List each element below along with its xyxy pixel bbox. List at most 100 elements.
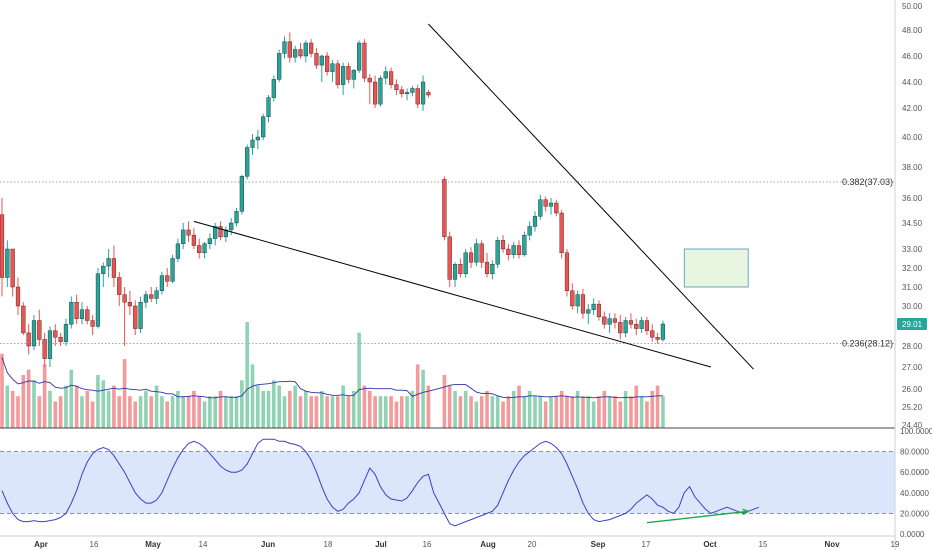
- volume-bar: [272, 380, 276, 428]
- candle: [420, 75, 426, 111]
- candle-body: [58, 337, 63, 342]
- candle: [143, 290, 149, 308]
- volume-bar: [320, 390, 324, 428]
- candle: [554, 199, 559, 217]
- candle: [388, 67, 394, 89]
- candle: [484, 252, 490, 278]
- candle-body: [639, 320, 644, 329]
- volume-bar: [559, 390, 564, 428]
- price-pane[interactable]: 0.382(37.03) 0.236(28.12): [0, 23, 895, 428]
- candle-body: [202, 243, 207, 254]
- candle-body: [250, 139, 255, 148]
- candle: [330, 59, 335, 82]
- candle-body: [495, 240, 500, 265]
- candle: [31, 315, 37, 351]
- candle: [538, 194, 543, 220]
- candle: [255, 129, 260, 149]
- candle-body: [474, 243, 479, 263]
- candle-body: [341, 66, 346, 85]
- candle: [69, 296, 74, 329]
- time-tick-label: 14: [199, 540, 208, 549]
- price-tick-label: 28.00: [902, 342, 923, 351]
- target-box[interactable]: [683, 248, 749, 288]
- candle: [138, 296, 143, 333]
- candle: [175, 238, 180, 263]
- volume-bar: [154, 385, 159, 428]
- trend-arrow[interactable]: [646, 508, 750, 524]
- candle: [527, 221, 532, 241]
- candle: [293, 45, 298, 63]
- candle-body: [239, 176, 244, 212]
- candle-body: [101, 265, 106, 274]
- volume-bar: [522, 396, 527, 428]
- candle: [559, 209, 564, 259]
- candle-body: [287, 41, 292, 58]
- trend-arrow-head: [742, 508, 750, 516]
- trend-arrow-line: [646, 510, 749, 524]
- volume-bar: [101, 380, 106, 428]
- candle: [250, 134, 255, 155]
- volume-bar: [85, 390, 90, 428]
- candle-body: [154, 290, 159, 299]
- candle-body: [362, 42, 367, 79]
- candle: [133, 300, 138, 336]
- oscillator-line: [1, 438, 760, 527]
- candle-body: [218, 226, 223, 238]
- volume-bar: [442, 375, 447, 428]
- trendlines[interactable]: [193, 23, 754, 370]
- price-tick-label: 30.00: [902, 302, 923, 311]
- time-axis[interactable]: Apr 16 May 14 Jun 18 Jul 16 Aug 20 Sep 17 Oct 15 Nov 19: [34, 540, 900, 549]
- price-tick-label: 24.40: [902, 421, 923, 430]
- oscillator-pane[interactable]: [0, 438, 895, 527]
- candle: [85, 306, 90, 325]
- candle: [479, 240, 484, 268]
- volume-bar: [314, 396, 319, 428]
- volume-bar: [346, 396, 351, 428]
- candle-body: [138, 302, 143, 329]
- volume-bar: [591, 401, 596, 428]
- volume-bar: [266, 390, 271, 428]
- candle-body: [650, 330, 655, 338]
- candle-body: [570, 290, 575, 307]
- candle: [213, 223, 218, 246]
- candle-body: [42, 339, 47, 359]
- volume-bar: [501, 401, 505, 428]
- candle-body: [127, 302, 133, 307]
- candle: [202, 242, 207, 259]
- candle: [639, 316, 644, 333]
- candle: [42, 332, 47, 367]
- price-tick-label: 31.00: [902, 283, 923, 292]
- volume-bar: [5, 385, 10, 428]
- candle-body: [255, 136, 260, 141]
- volume-bar: [490, 396, 495, 428]
- candle: [245, 144, 250, 180]
- candle: [522, 231, 527, 257]
- candle-body: [133, 305, 138, 329]
- price-tick-label: 33.00: [902, 245, 923, 254]
- volume-bar: [21, 375, 26, 428]
- price-axis[interactable]: 50.00 48.00 46.00 44.00 42.00 40.00 38.00 36.00…: [902, 2, 923, 430]
- candle-body: [383, 71, 388, 79]
- candle: [37, 309, 42, 346]
- candle-body: [388, 71, 394, 85]
- candle: [325, 52, 330, 76]
- time-tick-label: Aug: [480, 540, 496, 549]
- fibonacci-levels: 0.382(37.03) 0.236(28.12): [0, 177, 895, 348]
- candle: [79, 302, 85, 325]
- candle-body: [191, 234, 196, 246]
- price-tick-label: 27.00: [902, 363, 923, 372]
- volume-bar: [586, 396, 591, 428]
- volume-bar: [245, 322, 249, 428]
- time-tick-label: Sep: [591, 540, 606, 549]
- volume-bar: [0, 353, 4, 428]
- volume-bar: [613, 396, 617, 428]
- candle-body: [506, 248, 511, 255]
- candle-body: [410, 88, 415, 93]
- oscillator-axis[interactable]: 100.0000 80.0000 60.0000 40.0000 20.0000 0.00…: [900, 427, 932, 539]
- candle-body: [0, 214, 5, 278]
- candle-body: [543, 199, 548, 207]
- volume-bar: [639, 396, 644, 428]
- candle-body: [644, 320, 650, 331]
- candle-body: [618, 322, 623, 334]
